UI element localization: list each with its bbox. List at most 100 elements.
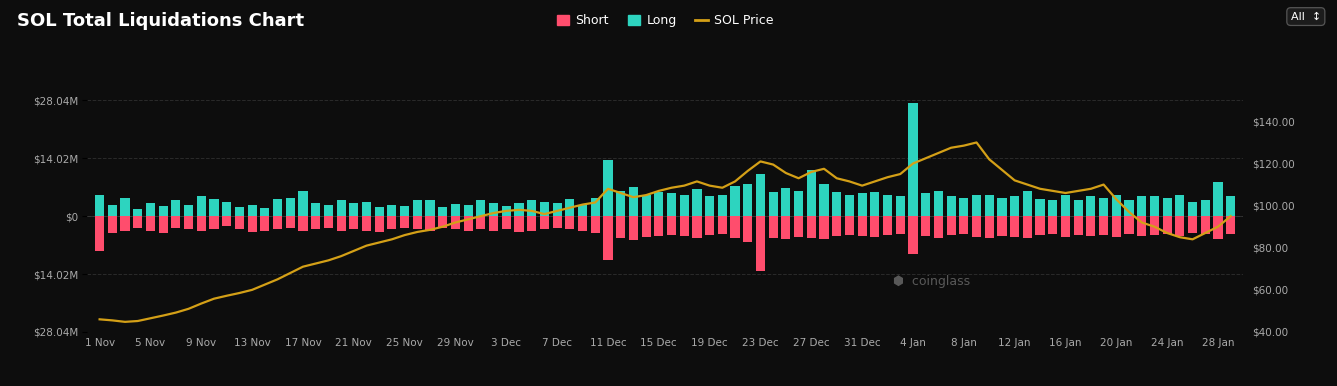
Bar	[95, 195, 104, 216]
Bar	[159, 206, 167, 216]
Bar	[679, 216, 689, 236]
Bar	[222, 202, 231, 216]
Bar	[959, 216, 968, 234]
Bar	[108, 216, 116, 233]
Bar	[896, 216, 905, 234]
Bar	[286, 216, 295, 228]
Bar	[451, 204, 460, 216]
Bar	[616, 191, 626, 216]
Bar	[603, 161, 612, 216]
Bar	[286, 198, 295, 216]
Bar	[439, 207, 448, 216]
Bar	[464, 205, 473, 216]
Bar	[476, 216, 485, 229]
Bar	[146, 203, 155, 216]
Bar	[820, 216, 829, 239]
Bar	[552, 216, 562, 228]
Bar	[273, 199, 282, 216]
Bar	[298, 216, 308, 230]
Bar	[870, 192, 880, 216]
Bar	[388, 216, 397, 229]
Bar	[642, 216, 651, 237]
Bar	[337, 216, 346, 230]
Bar	[324, 205, 333, 216]
Bar	[857, 193, 866, 216]
Bar	[235, 216, 243, 229]
Bar	[730, 216, 739, 238]
Bar	[908, 216, 917, 254]
Bar	[1226, 216, 1235, 234]
Bar	[374, 216, 384, 232]
Bar	[540, 202, 550, 216]
Bar	[349, 203, 358, 216]
Bar	[1087, 216, 1095, 236]
Bar	[451, 216, 460, 229]
Bar	[1124, 216, 1134, 234]
Bar	[1023, 191, 1032, 216]
Bar	[1138, 196, 1146, 216]
Bar	[120, 216, 130, 230]
Bar	[210, 199, 218, 216]
Bar	[578, 216, 587, 230]
Bar	[794, 191, 804, 216]
Bar	[146, 216, 155, 230]
Bar	[1214, 216, 1222, 239]
Bar	[1150, 196, 1159, 216]
Bar	[933, 191, 943, 216]
Bar	[997, 216, 1007, 236]
Bar	[388, 205, 397, 216]
Bar	[362, 202, 372, 216]
Bar	[1201, 200, 1210, 216]
Bar	[1099, 216, 1108, 235]
Bar	[413, 216, 422, 229]
Bar	[603, 216, 612, 259]
Bar	[273, 216, 282, 229]
Bar	[185, 205, 193, 216]
Bar	[134, 216, 142, 228]
Bar	[755, 216, 765, 271]
Bar	[566, 216, 575, 229]
Bar	[1062, 216, 1070, 237]
Bar	[679, 195, 689, 216]
Bar	[1163, 198, 1171, 216]
Bar	[1099, 198, 1108, 216]
Bar	[628, 187, 638, 216]
Text: ⬢  coinglass: ⬢ coinglass	[893, 274, 969, 288]
Bar	[984, 195, 993, 216]
Bar	[730, 186, 739, 216]
Bar	[667, 193, 677, 216]
Bar	[527, 200, 536, 216]
Bar	[312, 216, 321, 229]
Bar	[171, 200, 180, 216]
Bar	[832, 216, 841, 236]
Bar	[1062, 195, 1070, 216]
Bar	[1175, 195, 1185, 216]
Bar	[515, 203, 524, 216]
Bar	[197, 196, 206, 216]
Bar	[1087, 196, 1095, 216]
Bar	[185, 216, 193, 229]
Bar	[1226, 196, 1235, 216]
Bar	[693, 189, 702, 216]
Bar	[718, 216, 727, 234]
Bar	[489, 203, 499, 216]
Bar	[972, 195, 981, 216]
Bar	[743, 184, 753, 216]
Bar	[540, 216, 550, 229]
Bar	[413, 200, 422, 216]
Bar	[171, 216, 180, 228]
Bar	[552, 203, 562, 216]
Bar	[374, 207, 384, 216]
Bar	[781, 188, 790, 216]
Bar	[1201, 216, 1210, 234]
Bar	[667, 216, 677, 235]
Bar	[718, 195, 727, 216]
Bar	[464, 216, 473, 230]
Bar	[108, 205, 116, 216]
Bar	[120, 198, 130, 216]
Bar	[337, 200, 346, 216]
Bar	[1175, 216, 1185, 236]
Bar	[972, 216, 981, 237]
Bar	[654, 216, 663, 236]
Bar	[947, 196, 956, 216]
